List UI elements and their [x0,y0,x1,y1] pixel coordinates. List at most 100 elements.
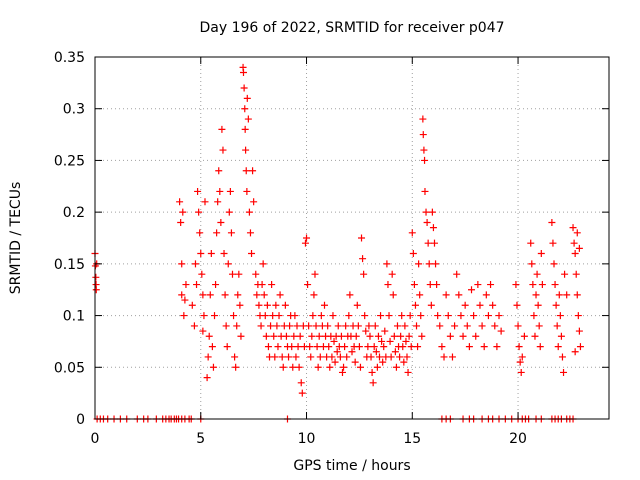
data-point [353,301,361,309]
data-point [249,167,257,175]
data-point [330,337,338,345]
plot-frame [94,56,610,420]
data-point [474,281,482,289]
data-point [267,322,275,330]
data-point [551,281,559,289]
data-point [234,291,242,299]
data-point [359,255,367,263]
data-point [244,115,252,123]
data-point [204,353,212,361]
data-point [188,301,196,309]
data-point [211,312,219,320]
data-point [301,239,309,247]
data-point [553,322,561,330]
data-point [476,301,484,309]
data-point [419,131,427,139]
data-point [311,270,319,278]
data-point [208,343,216,351]
data-point [197,250,205,258]
data-point [178,291,186,299]
data-point [233,322,241,330]
data-point [535,322,543,330]
data-point [400,358,408,366]
data-point [92,273,100,281]
data-point [366,332,374,340]
y-tick-label: 0 [76,412,85,428]
data-point [373,363,381,371]
data-point [286,322,294,330]
data-point [385,312,393,320]
data-point [459,332,467,340]
data-point [304,281,312,289]
data-point [516,358,524,366]
data-point [255,301,263,309]
data-point [442,291,450,299]
data-point [345,312,353,320]
data-point [271,353,279,361]
data-point [274,343,282,351]
data-point [228,270,236,278]
data-point [453,270,461,278]
data-point [549,239,557,247]
data-point [224,260,232,268]
data-point [384,281,392,289]
data-point [392,363,400,371]
data-point [446,332,454,340]
data-point [361,312,369,320]
data-point [531,332,539,340]
data-point [331,358,339,366]
y-axis-label: SRMTID / TECUs [8,182,24,295]
data-point [495,312,503,320]
data-point [201,198,209,206]
data-point [245,208,253,216]
data-point [420,146,428,154]
data-point [205,332,213,340]
data-point [358,234,366,242]
data-point [470,312,478,320]
data-point [195,208,203,216]
data-point [571,250,579,258]
data-point [198,270,206,278]
data-point [317,312,325,320]
data-point [92,286,100,294]
data-point [352,332,360,340]
data-point [415,260,423,268]
data-point [448,353,456,361]
data-point [217,218,225,226]
data-point [346,291,354,299]
data-point [338,368,346,376]
x-tick-label: 0 [91,431,100,447]
data-point [388,270,396,278]
data-point [239,69,247,77]
data-point [288,343,296,351]
y-tick-label: 0.35 [54,50,85,66]
data-point [305,322,313,330]
data-point [241,125,249,133]
data-point [421,156,429,164]
data-point [356,363,364,371]
data-point [177,218,185,226]
x-tick-label: 10 [298,431,316,447]
data-point [215,167,223,175]
data-point [242,167,250,175]
data-point [329,312,337,320]
data-point [275,312,283,320]
data-point [310,291,318,299]
data-point [291,312,299,320]
data-point [241,105,249,113]
data-point [190,322,198,330]
data-point [563,291,571,299]
data-point [550,260,558,268]
data-point [342,322,350,330]
data-point [257,322,265,330]
data-point [370,343,378,351]
data-point [333,348,341,356]
data-point [326,363,334,371]
data-point [570,239,578,247]
data-point [451,322,459,330]
data-point [182,281,190,289]
data-point [340,363,348,371]
data-point [528,260,536,268]
data-point [410,281,418,289]
data-point [403,353,411,361]
